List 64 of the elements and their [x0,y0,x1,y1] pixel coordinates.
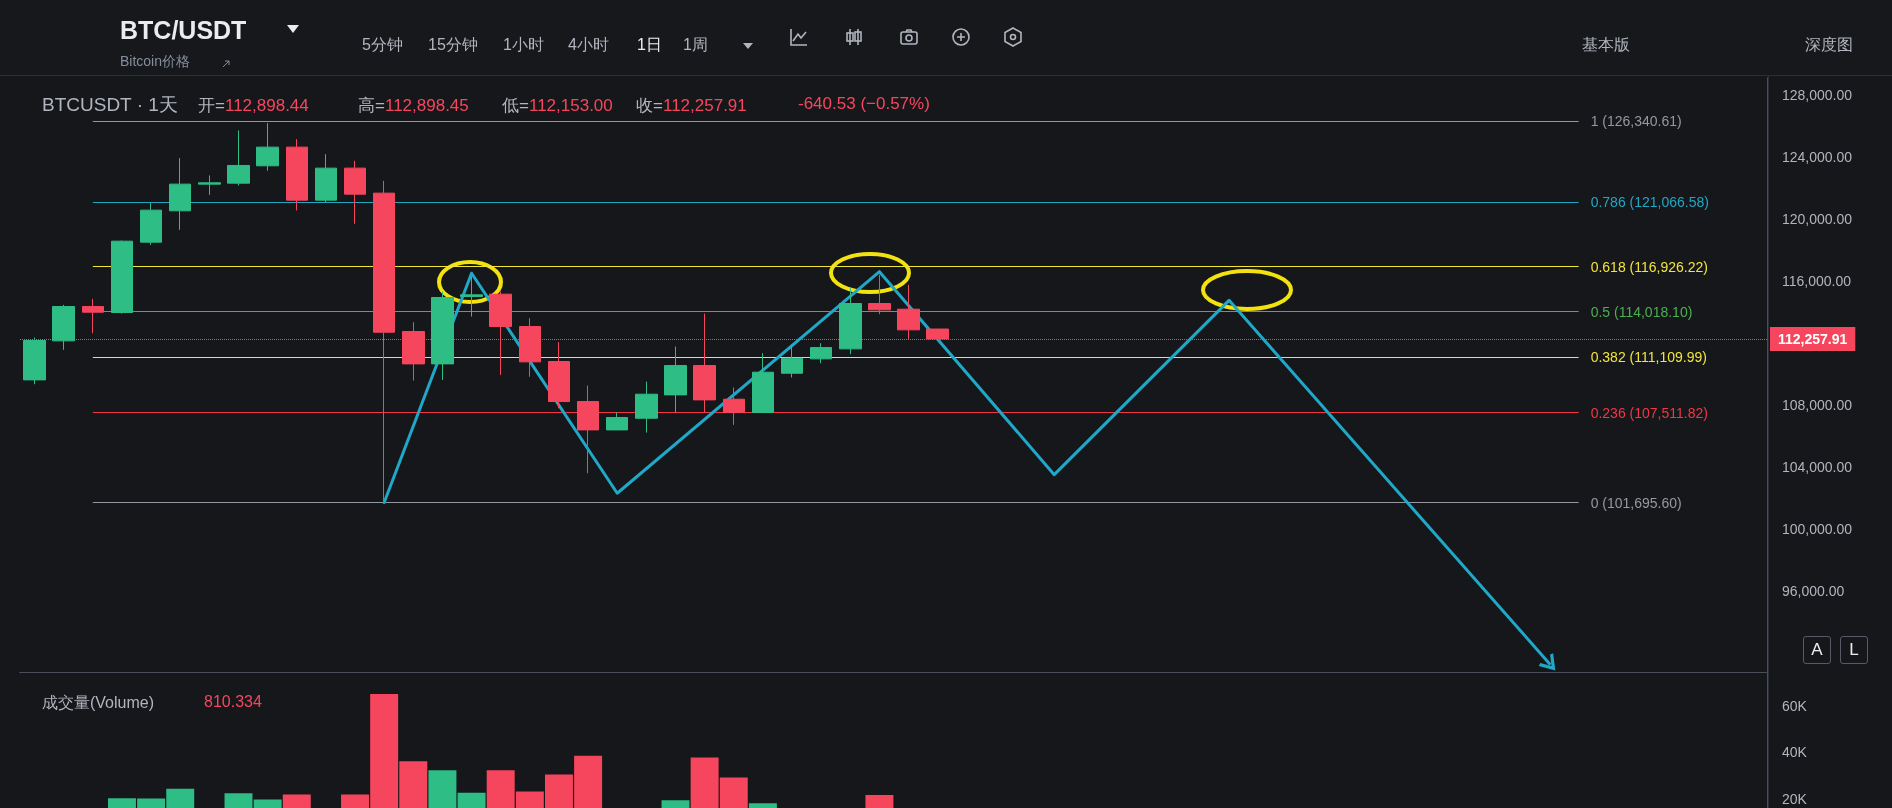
candlestick [286,138,308,211]
ref-line-label: 1 (126,340.61) [1590,112,1682,129]
ref-line-label: 112,257.91 [1778,330,1848,347]
y-tick-label: 104,000.00 [1782,458,1853,475]
y-tick-label: 128,000.00 [1782,87,1853,104]
candlestick [82,298,104,334]
ref-line-label: 0.618 (116,926.22) [1590,258,1708,275]
annotation: 收=112,257.91 [636,95,747,117]
y-tick-label: 40K [1782,744,1808,761]
candlestick [781,344,803,379]
y-tick-label: 108,000.00 [1782,396,1853,413]
candlestick [868,274,891,315]
annotation: 低=112,153.00 [502,95,613,117]
text: 1日 [637,35,662,55]
candlestick [460,275,483,318]
candlestick [723,387,745,426]
ref-line-label: 0.5 (114,018.10) [1590,303,1693,320]
y-tick-label: 20K [1782,790,1808,807]
y-tick-label: 100,000.00 [1782,520,1853,537]
candlestick [315,153,337,203]
text: 1周 [683,35,708,55]
candlestick [431,291,454,381]
candlestick [548,341,570,409]
annotation: BTCUSDT · 1天 [42,93,178,117]
text: 成交量(Volume) [42,693,155,713]
annotation: 高=112,898.45 [358,95,469,117]
candlestick [664,346,687,414]
candlestick [23,337,46,385]
candlestick [140,202,162,246]
text: 基本版 [1582,35,1630,55]
candlestick [635,381,658,434]
text: 1小时 [503,35,544,55]
ref-line-label: 0.236 (107,511.82) [1590,404,1708,421]
chart-subtitle: Bitcoin价格 [120,53,191,71]
ref-line-label: 0.786 (121,066.58) [1590,194,1709,211]
candlestick [198,174,221,196]
candlestick [256,122,279,172]
ref-line-label: 0.382 (111,109.99) [1590,348,1707,365]
text: A [1803,636,1831,664]
candlestick [606,412,628,431]
candlestick [577,385,599,474]
y-tick-label: 116,000.00 [1782,272,1852,289]
text: 5分钟 [362,35,403,55]
ref-line-label: 0 (101,695.60) [1590,494,1682,511]
text: 4小时 [568,35,609,55]
candlestick [344,160,366,225]
y-tick-label: 120,000.00 [1782,211,1853,227]
y-tick-label: 124,000.00 [1782,149,1853,166]
text: L [1840,636,1868,664]
text: 15分钟 [428,35,478,55]
chart-title: BTC/USDT [120,16,247,45]
annotation: 开=112,898.44 [198,95,309,117]
y-tick-label: 60K [1782,697,1808,714]
candlestick [169,157,191,231]
candlestick [111,239,133,315]
candlestick [839,287,862,355]
candlestick [752,352,774,414]
text: 深度图 [1805,35,1853,55]
candlestick [810,342,832,364]
annotation: 810.334 [204,693,262,711]
y-tick-label: 96,000.00 [1782,582,1845,599]
annotation: -640.53 (−0.57%) [798,94,930,114]
candlestick [52,304,75,351]
candlestick [227,129,250,186]
